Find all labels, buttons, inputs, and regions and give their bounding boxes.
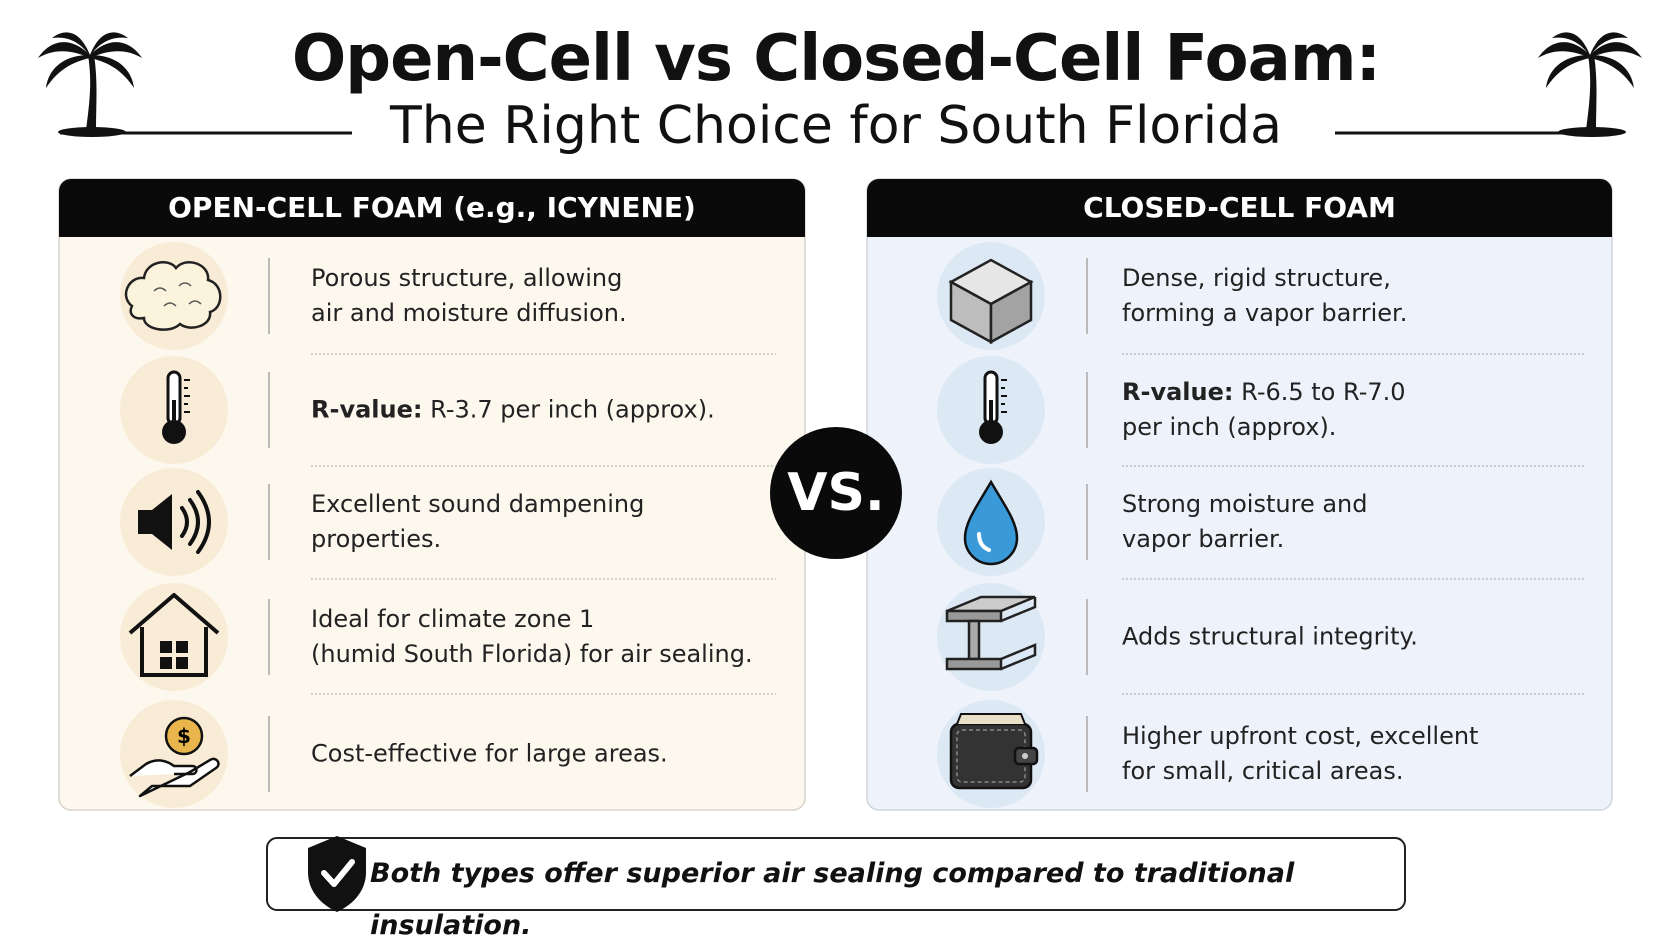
text-line: (humid South Florida) for air sealing. bbox=[311, 637, 753, 672]
row-text: Ideal for climate zone 1 (humid South Flo… bbox=[311, 602, 753, 672]
row-text: Porous structure, allowing air and moistu… bbox=[311, 261, 627, 331]
text-line: Porous structure, allowing bbox=[311, 261, 627, 296]
icon-backdrop bbox=[120, 700, 228, 808]
text-line: Dense, rigid structure, bbox=[1122, 261, 1407, 296]
text-line: R-value: R-6.5 to R-7.0 bbox=[1122, 375, 1406, 410]
text-line: Strong moisture and bbox=[1122, 487, 1367, 522]
row-text: Cost-effective for large areas. bbox=[311, 737, 668, 772]
text-line: Higher upfront cost, excellent bbox=[1122, 719, 1478, 754]
text-line: Cost-effective for large areas. bbox=[311, 737, 668, 772]
row-line: Ideal for climate zone 1 bbox=[311, 605, 595, 633]
text-line: Excellent sound dampening bbox=[311, 487, 644, 522]
row-line: forming a vapor barrier. bbox=[1122, 299, 1408, 327]
svg-text:$: $ bbox=[177, 724, 191, 748]
row-line: Adds structural integrity. bbox=[1122, 622, 1418, 651]
row-line: (humid South Florida) for air sealing. bbox=[311, 640, 753, 668]
icon-backdrop bbox=[120, 583, 228, 691]
panel-heading: CLOSED-CELL FOAM bbox=[1083, 191, 1396, 224]
text-line: forming a vapor barrier. bbox=[1122, 296, 1407, 331]
row-icon bbox=[138, 490, 211, 554]
row-line: vapor barrier. bbox=[1122, 525, 1285, 553]
row-line: Higher upfront cost, excellent bbox=[1122, 722, 1479, 750]
row-icon bbox=[963, 479, 1019, 566]
row-icon bbox=[979, 370, 1007, 444]
text-line: vapor barrier. bbox=[1122, 522, 1367, 557]
text-line: per inch (approx). bbox=[1122, 410, 1406, 445]
footer-text: Both types offer superior air sealing co… bbox=[370, 858, 1295, 941]
row-line: R-6.5 to R-7.0 bbox=[1241, 378, 1406, 406]
vs-label: VS. bbox=[787, 463, 885, 523]
text-line: Ideal for climate zone 1 bbox=[311, 602, 753, 637]
row-icon bbox=[128, 593, 220, 677]
row-label: R-value: bbox=[311, 395, 423, 424]
panel-header bbox=[59, 179, 805, 237]
text-line: R-value: R-3.7 per inch (approx). bbox=[311, 393, 715, 428]
row-line: R-3.7 per inch (approx). bbox=[430, 395, 715, 424]
shield-icon bbox=[308, 836, 366, 912]
text-line: Adds structural integrity. bbox=[1122, 620, 1418, 655]
row-text: Adds structural integrity. bbox=[1122, 620, 1418, 655]
text-line: for small, critical areas. bbox=[1122, 754, 1478, 789]
palm-left bbox=[38, 32, 142, 137]
row-icon bbox=[162, 370, 190, 444]
footer-box bbox=[266, 837, 1406, 911]
row-icon bbox=[945, 595, 1037, 671]
row-text: R-value: R-3.7 per inch (approx). bbox=[311, 393, 715, 428]
row-line: air and moisture diffusion. bbox=[311, 299, 627, 327]
row-text: R-value: R-6.5 to R-7.0 per inch (approx)… bbox=[1122, 375, 1406, 445]
title: Open-Cell vs Closed-Cell Foam: bbox=[291, 22, 1381, 96]
row-text: Higher upfront cost, excellent for small,… bbox=[1122, 719, 1478, 789]
row-line: per inch (approx). bbox=[1122, 413, 1337, 441]
row-line: Porous structure, allowing bbox=[311, 264, 623, 292]
row-text: Dense, rigid structure, forming a vapor b… bbox=[1122, 261, 1407, 331]
panel-heading: OPEN-CELL FOAM (e.g., ICYNENE) bbox=[168, 191, 696, 224]
row-line: Strong moisture and bbox=[1122, 490, 1368, 518]
row-icon bbox=[949, 713, 1039, 790]
text-line: air and moisture diffusion. bbox=[311, 296, 627, 331]
row-text: Excellent sound dampening properties. bbox=[311, 487, 644, 557]
row-line: Cost-effective for large areas. bbox=[311, 739, 668, 768]
row-icon bbox=[124, 261, 222, 331]
row-line: properties. bbox=[311, 525, 442, 553]
subtitle: The Right Choice for South Florida bbox=[390, 96, 1282, 156]
row-line: Dense, rigid structure, bbox=[1122, 264, 1391, 292]
row-icon: $ bbox=[129, 716, 220, 798]
row-icon bbox=[948, 258, 1034, 345]
vs-circle bbox=[770, 427, 902, 559]
row-label: R-value: bbox=[1122, 378, 1234, 406]
icon-backdrop bbox=[120, 468, 228, 576]
text-line: properties. bbox=[311, 522, 644, 557]
row-line: for small, critical areas. bbox=[1122, 757, 1404, 785]
check-icon bbox=[321, 859, 355, 887]
row-line: Excellent sound dampening bbox=[311, 490, 645, 518]
palm-right bbox=[1538, 32, 1642, 137]
row-text: Strong moisture and vapor barrier. bbox=[1122, 487, 1367, 557]
panel-header bbox=[867, 179, 1612, 237]
